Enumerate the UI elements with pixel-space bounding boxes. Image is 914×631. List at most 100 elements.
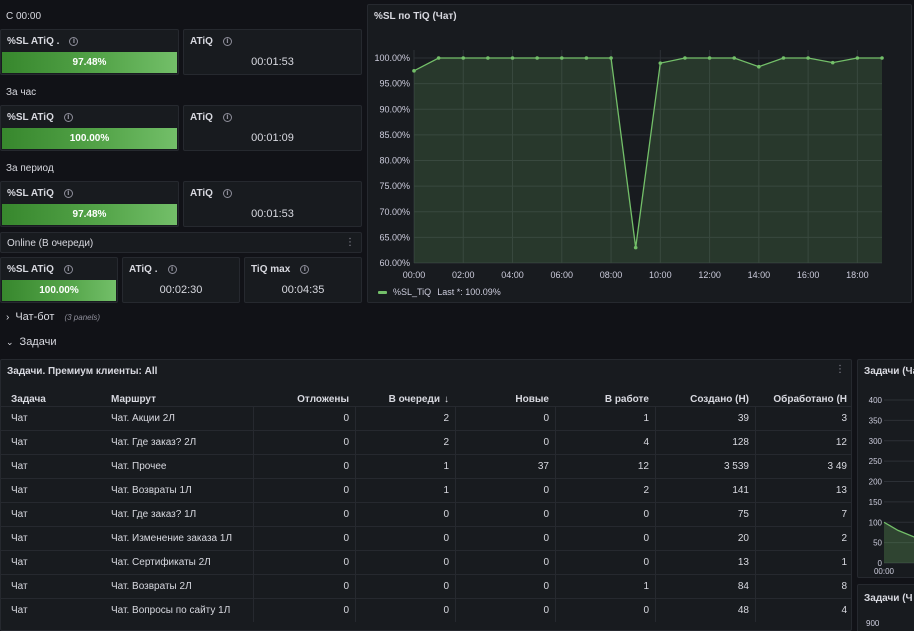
data-point bbox=[486, 56, 490, 60]
stat-panel-sl-atiq-period[interactable]: %SL ATiQ i 97.48% bbox=[0, 181, 179, 227]
table-cell: 13 bbox=[755, 479, 853, 502]
series-line bbox=[883, 521, 914, 538]
sl-value-bar: 97.48% bbox=[2, 52, 177, 73]
table-cell: 1 bbox=[755, 551, 853, 574]
column-header[interactable]: Задача bbox=[11, 393, 46, 405]
data-point bbox=[806, 56, 810, 60]
x-tick-label: 00:00 bbox=[403, 270, 426, 280]
sl-tiq-chart-panel[interactable]: %SL по TiQ (Чат) 100.00% 95.00% 90.00% 85.0… bbox=[367, 4, 912, 303]
side-tasks-chart-panel[interactable]: Задачи (Ча 400 350 300 250 200 150 100 50 0 00:00 bbox=[857, 359, 914, 578]
table-row[interactable]: Чат Чат. Сертификаты 2Л 0 0 0 0 13 1 bbox=[1, 550, 851, 574]
stat-panel-atiq-online[interactable]: ATiQ . i 00:02:30 bbox=[122, 257, 240, 303]
y-tick-label: 80.00% bbox=[379, 156, 410, 166]
column-header[interactable]: Отложены bbox=[297, 393, 349, 405]
tasks-table-panel[interactable]: Задачи. Премиум клиенты: All ⋮ Задача Ма… bbox=[0, 359, 852, 631]
table-cell: 13 bbox=[655, 551, 755, 574]
info-icon[interactable]: i bbox=[63, 265, 73, 274]
column-header[interactable]: Обработано (Н bbox=[773, 393, 847, 405]
info-icon[interactable]: i bbox=[69, 37, 79, 46]
table-cell: 1 bbox=[555, 575, 655, 598]
table-row[interactable]: Чат Чат. Где заказ? 1Л 0 0 0 0 75 7 bbox=[1, 502, 851, 526]
data-point bbox=[781, 56, 786, 60]
online-panel-header[interactable]: Online (В очереди) ⋮ bbox=[0, 232, 362, 253]
stat-panel-sl-atiq-hour[interactable]: %SL ATiQ i 100.00% bbox=[0, 105, 179, 151]
table-cell: 0 bbox=[455, 527, 555, 550]
table-row[interactable]: Чат Чат. Изменение заказа 1Л 0 0 0 0 20 2 bbox=[1, 526, 851, 550]
table-cell: Чат bbox=[11, 413, 28, 424]
stat-panel-sl-atiq-today[interactable]: %SL ATiQ . i 97.48% bbox=[0, 29, 179, 75]
table-cell: 37 bbox=[455, 455, 555, 478]
table-cell: 84 bbox=[655, 575, 755, 598]
info-icon[interactable]: i bbox=[167, 265, 177, 274]
data-point bbox=[683, 56, 687, 60]
table-cell: 0 bbox=[455, 599, 555, 622]
stat-panel-tiq-max-online[interactable]: TiQ max i 00:04:35 bbox=[244, 257, 362, 303]
table-cell: 8 bbox=[755, 575, 853, 598]
table-cell: 0 bbox=[455, 551, 555, 574]
menu-icon[interactable]: ⋮ bbox=[345, 237, 355, 248]
table-cell: 0 bbox=[455, 407, 555, 430]
column-header[interactable]: Новые bbox=[515, 393, 549, 405]
y-tick-label: 150 bbox=[869, 498, 883, 507]
table-row[interactable]: Чат Чат. Прочее 0 1 37 12 3 539 3 49 bbox=[1, 454, 851, 478]
column-header[interactable]: В работе bbox=[604, 393, 649, 405]
table-row[interactable]: Чат Чат. Возвраты 2Л 0 0 0 1 84 8 bbox=[1, 574, 851, 598]
chart-title: %SL по TiQ (Чат) bbox=[374, 11, 457, 22]
table-header: Задача Маршрут Отложены В очереди ↓ Новые… bbox=[1, 390, 851, 408]
table-cell: 20 bbox=[655, 527, 755, 550]
info-icon[interactable]: i bbox=[222, 37, 232, 46]
data-point bbox=[559, 56, 564, 60]
y-tick-label: 90.00% bbox=[379, 104, 410, 114]
table-row[interactable]: Чат Чат. Возвраты 1Л 0 1 0 2 141 13 bbox=[1, 478, 851, 502]
info-icon[interactable]: i bbox=[63, 189, 73, 198]
info-icon[interactable]: i bbox=[300, 265, 310, 274]
data-point bbox=[535, 56, 539, 60]
table-cell: Чат. Возвраты 2Л bbox=[111, 581, 192, 592]
table-cell: 0 bbox=[355, 551, 455, 574]
chart-legend[interactable]: %SL_TiQ Last *: 100.09% bbox=[378, 287, 501, 297]
stat-value: 00:02:30 bbox=[159, 284, 203, 296]
series-line bbox=[413, 57, 882, 248]
table-cell: 0 bbox=[355, 599, 455, 622]
row-panel-count: (3 panels) bbox=[64, 312, 101, 322]
table-cell: 0 bbox=[555, 503, 655, 526]
column-header[interactable]: Создано (Н) bbox=[690, 393, 749, 405]
info-icon[interactable]: i bbox=[222, 113, 232, 122]
info-icon[interactable]: i bbox=[63, 113, 73, 122]
data-point bbox=[461, 56, 466, 60]
table-row[interactable]: Чат Чат. Акции 2Л 0 2 0 1 39 3 bbox=[1, 406, 851, 430]
table-cell: 0 bbox=[253, 551, 355, 574]
section-label-since-midnight: С 00:00 bbox=[6, 11, 42, 22]
stat-panel-atiq-hour[interactable]: ATiQ i 00:01:09 bbox=[183, 105, 362, 151]
side-tasks-chart-panel-2[interactable]: Задачи (Ч 900 bbox=[857, 584, 914, 631]
info-icon[interactable]: i bbox=[222, 189, 232, 198]
table-row[interactable]: Чат Чат. Вопросы по сайту 1Л 0 0 0 0 48 4 bbox=[1, 598, 851, 622]
table-cell: 2 bbox=[555, 479, 655, 502]
x-tick-label: 16:00 bbox=[797, 270, 820, 280]
stat-panel-atiq-period[interactable]: ATiQ i 00:01:53 bbox=[183, 181, 362, 227]
side-tasks-chart: 400 350 300 250 200 150 100 50 000:00 bbox=[869, 396, 914, 576]
column-header[interactable]: Маршрут bbox=[111, 393, 157, 405]
row-tasks-expanded[interactable]: ⌄ Задачи bbox=[6, 336, 56, 348]
table-cell: Чат bbox=[11, 581, 28, 592]
stat-panel-sl-atiq-online[interactable]: %SL ATiQ i 100.00% bbox=[0, 257, 118, 303]
table-row[interactable]: Чат Чат. Где заказ? 2Л 0 2 0 4 128 12 bbox=[1, 430, 851, 454]
stat-value: 00:01:53 bbox=[251, 208, 294, 220]
panel-title: %SL ATiQ bbox=[7, 112, 54, 123]
table-cell: 0 bbox=[355, 575, 455, 598]
menu-icon[interactable]: ⋮ bbox=[835, 364, 845, 375]
y-tick-label: 60.00% bbox=[379, 258, 410, 268]
y-tick-label: 250 bbox=[869, 457, 883, 466]
table-cell: 0 bbox=[253, 431, 355, 454]
table-cell: 0 bbox=[455, 431, 555, 454]
row-chatbot-collapsed[interactable]: › Чат-бот (3 panels) bbox=[6, 311, 100, 323]
x-tick-label: 00:00 bbox=[874, 567, 895, 576]
section-label-per-period: За период bbox=[6, 163, 54, 174]
table-cell: Чат bbox=[11, 605, 28, 616]
y-tick-label: 65.00% bbox=[379, 232, 410, 242]
x-tick-label: 12:00 bbox=[698, 270, 721, 280]
stat-panel-atiq-today[interactable]: ATiQ i 00:01:53 bbox=[183, 29, 362, 75]
panel-title: ATiQ . bbox=[129, 264, 158, 275]
column-header-sorted[interactable]: В очереди ↓ bbox=[388, 393, 449, 405]
data-point bbox=[855, 56, 860, 60]
